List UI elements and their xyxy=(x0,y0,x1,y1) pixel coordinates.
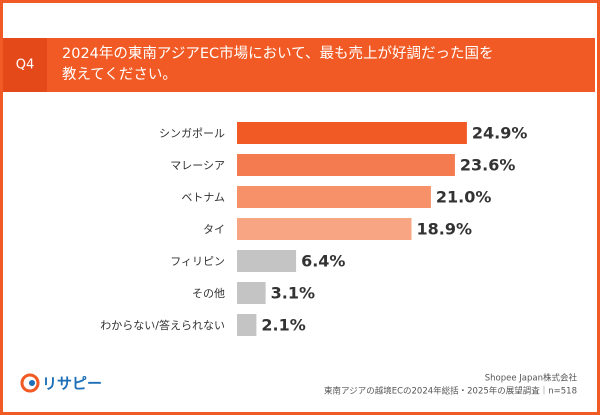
value-label: 2.1% xyxy=(261,316,305,335)
value-label: 24.9% xyxy=(472,124,528,143)
logo-text: リサピー xyxy=(42,375,102,393)
bar xyxy=(237,122,467,144)
value-label: 21.0% xyxy=(436,188,492,207)
logo-icon xyxy=(20,373,40,393)
bar xyxy=(237,154,455,176)
category-label: ベトナム xyxy=(181,191,225,204)
title-line: 2024年の東南アジアEC市場において、最も売上が好調だった国を xyxy=(62,45,493,62)
bar xyxy=(237,250,297,272)
source-line: 東南アジアの越境ECの2024年総括・2025年の展望調査｜n=518 xyxy=(324,386,577,397)
bar xyxy=(237,186,431,208)
value-label: 18.9% xyxy=(417,220,473,239)
value-label: 23.6% xyxy=(460,156,516,175)
value-label: 3.1% xyxy=(271,284,315,303)
bar xyxy=(237,314,257,336)
bar xyxy=(237,282,266,304)
category-label: わからない/答えられない xyxy=(100,318,225,332)
header-band xyxy=(3,38,595,92)
category-label: マレーシア xyxy=(170,159,225,172)
bar xyxy=(237,218,412,240)
question-label: Q4 xyxy=(16,58,35,73)
title-line: 教えてください。 xyxy=(62,66,177,83)
value-label: 6.4% xyxy=(301,252,345,271)
source-line: Shopee Japan株式会社 xyxy=(485,373,578,384)
question-box xyxy=(3,38,47,92)
category-label: タイ xyxy=(203,223,225,236)
category-label: シンガポール xyxy=(159,127,225,140)
category-label: その他 xyxy=(192,287,225,300)
category-label: フィリピン xyxy=(170,255,225,268)
